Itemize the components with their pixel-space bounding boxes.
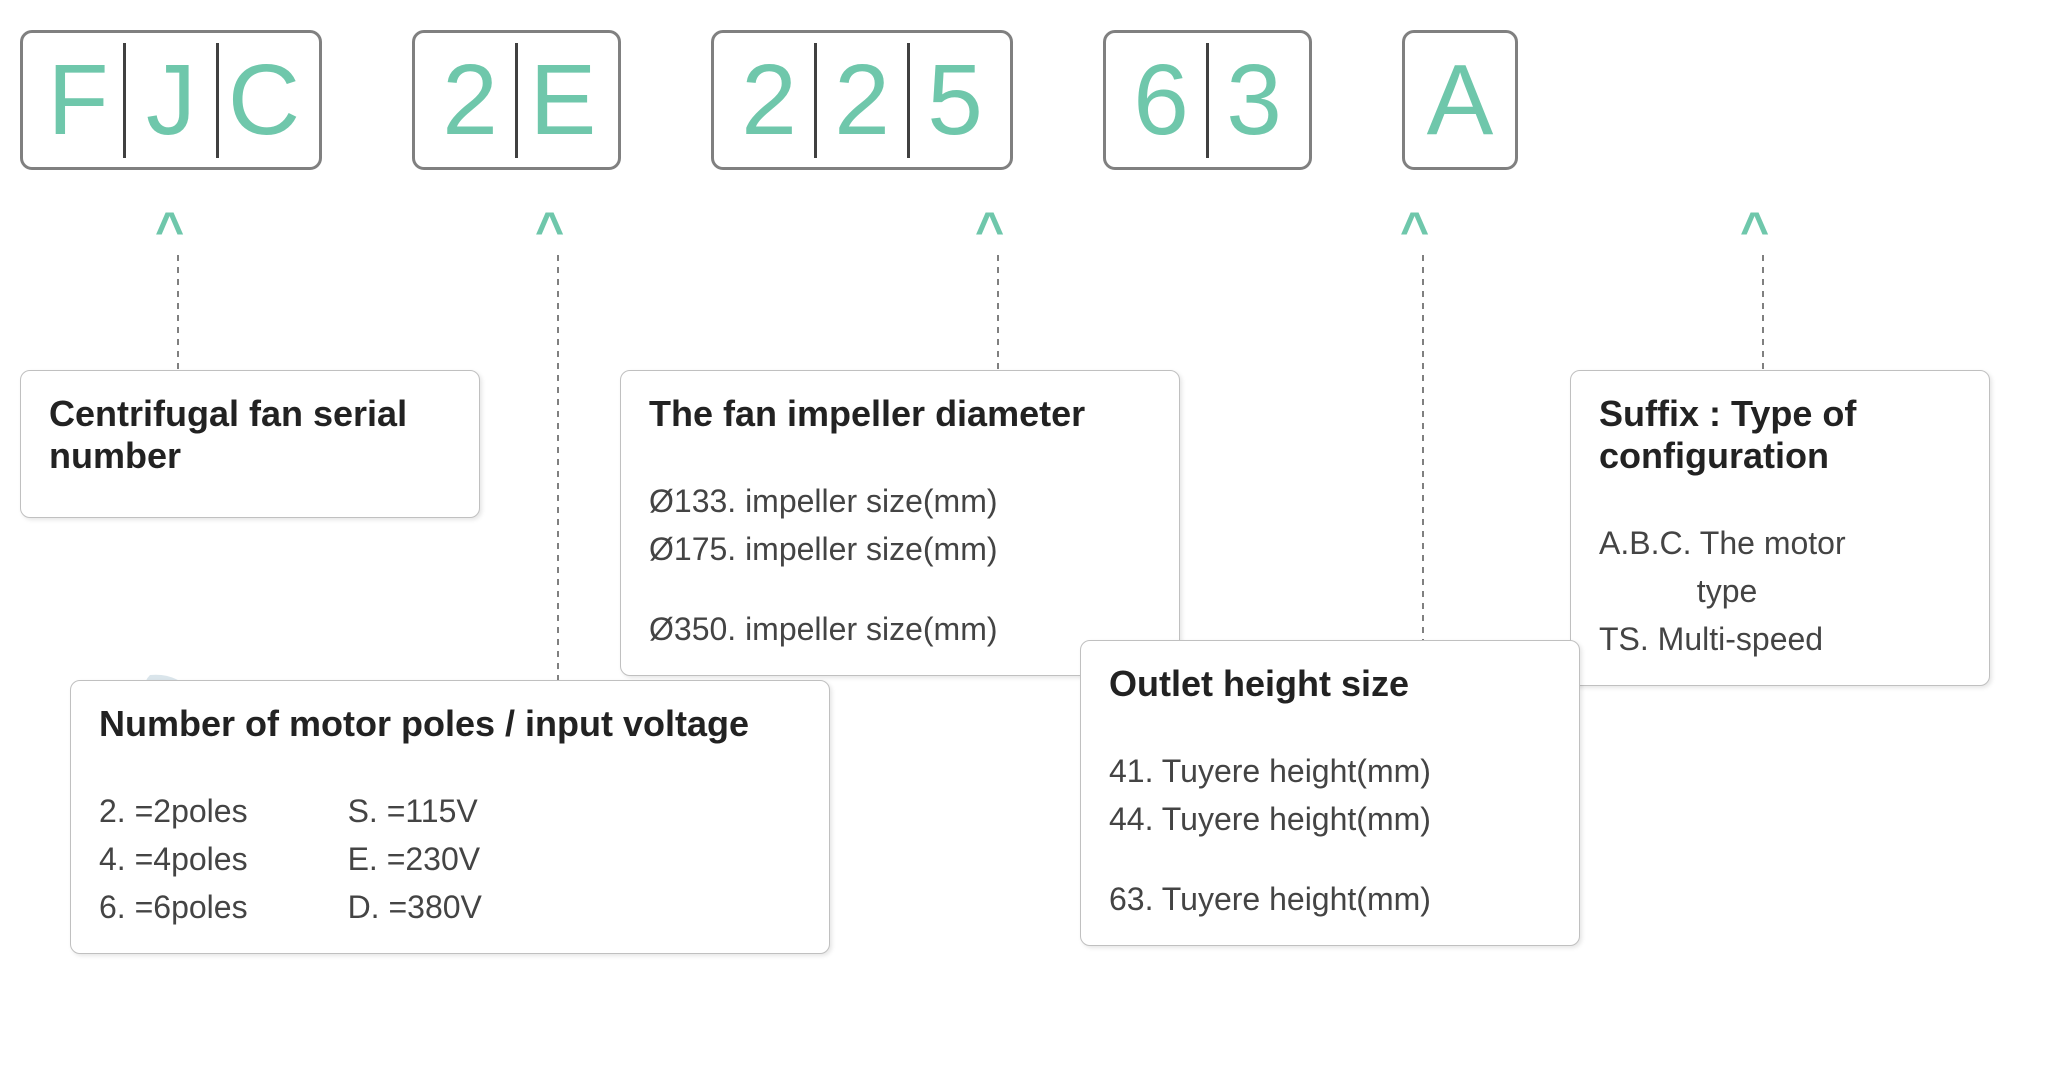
box-outlet-title: Outlet height size <box>1109 663 1551 705</box>
box-motor-title: Number of motor poles / input voltage <box>99 703 801 745</box>
box-outlet: Outlet height size 41. Tuyere height(mm)… <box>1080 640 1580 946</box>
code-box: FJC <box>20 30 322 170</box>
box-diameter: The fan impeller diameter Ø133. impeller… <box>620 370 1180 676</box>
box-diameter-line: Ø133. impeller size(mm) <box>649 477 1151 525</box>
box-outlet-line <box>1109 843 1551 875</box>
box-diameter-line <box>649 573 1151 605</box>
code-box: 63 <box>1103 30 1312 170</box>
arrow-diameter: ^ <box>975 205 994 255</box>
box-diameter-line: Ø175. impeller size(mm) <box>649 525 1151 573</box>
box-diameter-title: The fan impeller diameter <box>649 393 1151 435</box>
code-char: 6 <box>1116 50 1206 150</box>
arrow-suffix: ^ <box>1740 205 1759 255</box>
box-suffix: Suffix : Type of configuration A.B.C. Th… <box>1570 370 1990 686</box>
box-suffix-title: Suffix : Type of configuration <box>1599 393 1961 477</box>
box-outlet-line: 44. Tuyere height(mm) <box>1109 795 1551 843</box>
arrow-outlet: ^ <box>1400 205 1419 255</box>
box-motor-line: 6. =6poles <box>99 883 248 931</box>
box-outlet-line: 63. Tuyere height(mm) <box>1109 875 1551 923</box>
code-box: 2E <box>412 30 621 170</box>
box-serial-title: Centrifugal fan serial number <box>49 393 451 477</box>
code-char: 2 <box>425 50 515 150</box>
code-char: 2 <box>817 50 907 150</box>
box-serial: Centrifugal fan serial number <box>20 370 480 518</box>
code-box: 225 <box>711 30 1013 170</box>
code-char: C <box>219 50 309 150</box>
box-motor: Number of motor poles / input voltage 2.… <box>70 680 830 954</box>
code-char: F <box>33 50 123 150</box>
box-motor-line: S. =115V <box>348 787 482 835</box>
box-diameter-line: Ø350. impeller size(mm) <box>649 605 1151 653</box>
box-motor-line: D. =380V <box>348 883 482 931</box>
code-char: 5 <box>910 50 1000 150</box>
arrow-motor: ^ <box>535 205 554 255</box>
box-motor-line: 2. =2poles <box>99 787 248 835</box>
code-box: A <box>1402 30 1518 170</box>
code-char: 2 <box>724 50 814 150</box>
box-suffix-line: A.B.C. The motor <box>1599 519 1961 567</box>
code-char: E <box>518 50 608 150</box>
box-motor-line: E. =230V <box>348 835 482 883</box>
code-char: 3 <box>1209 50 1299 150</box>
box-suffix-line: type <box>1599 567 1961 615</box>
model-code-row: FJC2E22563A <box>20 30 1518 170</box>
code-char: J <box>126 50 216 150</box>
box-outlet-line: 41. Tuyere height(mm) <box>1109 747 1551 795</box>
box-motor-line: 4. =4poles <box>99 835 248 883</box>
code-char: A <box>1415 50 1505 150</box>
arrow-serial: ^ <box>155 205 174 255</box>
box-suffix-line: TS. Multi-speed <box>1599 615 1961 663</box>
